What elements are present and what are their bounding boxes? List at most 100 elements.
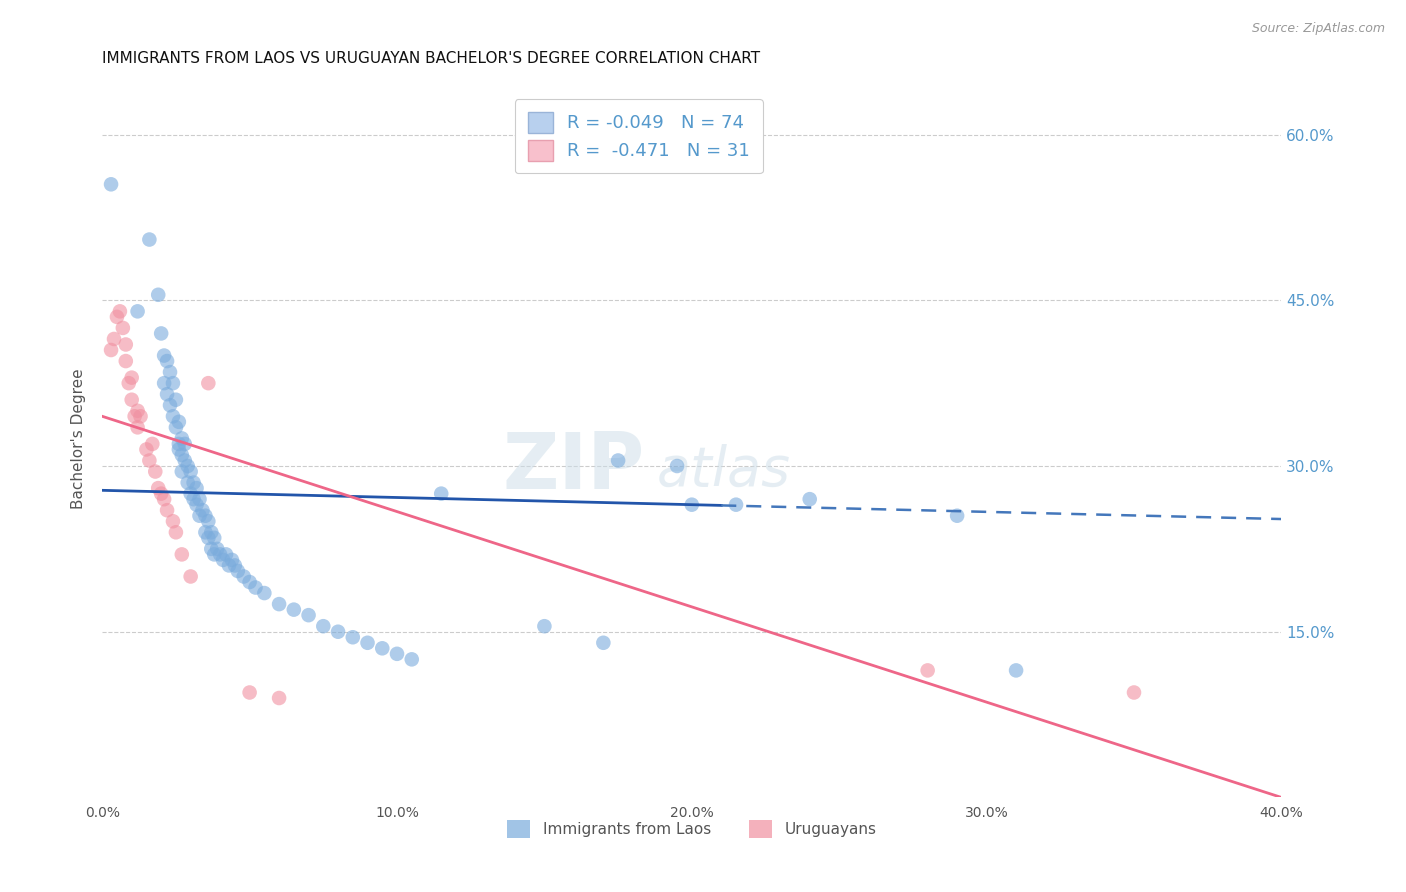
Point [167,437,190,451]
Point [194,508,217,523]
Point [148,481,170,495]
Point [188,508,211,523]
Point [226,564,249,578]
Point [215,548,238,562]
Point [356,636,378,650]
Point [253,586,276,600]
Point [165,420,187,434]
Point [177,458,200,473]
Point [205,541,228,556]
Point [186,498,208,512]
Point [666,458,689,473]
Point [150,326,173,341]
Point [224,558,246,573]
Point [297,608,319,623]
Point [129,409,152,424]
Point [592,636,614,650]
Point [170,548,193,562]
Point [170,448,193,462]
Point [946,508,969,523]
Point [283,602,305,616]
Text: IMMIGRANTS FROM LAOS VS URUGUAYAN BACHELOR'S DEGREE CORRELATION CHART: IMMIGRANTS FROM LAOS VS URUGUAYAN BACHEL… [103,51,761,66]
Point [197,531,219,545]
Point [138,453,160,467]
Point [239,574,262,589]
Point [162,409,184,424]
Point [153,492,176,507]
Point [156,387,179,401]
Point [167,442,190,457]
Point [162,376,184,391]
Point [326,624,349,639]
Point [239,685,262,699]
Point [177,475,200,490]
Point [114,337,136,351]
Point [533,619,555,633]
Point [111,321,134,335]
Point [197,514,219,528]
Point [267,597,290,611]
Point [188,492,211,507]
Point [170,465,193,479]
Point [127,420,149,434]
Point [108,304,131,318]
Point [141,437,163,451]
Point [159,398,181,412]
Point [156,503,179,517]
Point [191,503,214,517]
Point [165,525,187,540]
Point [121,392,143,407]
Point [385,647,408,661]
Point [121,370,143,384]
Point [724,498,747,512]
Y-axis label: Bachelor's Degree: Bachelor's Degree [72,368,86,508]
Point [312,619,335,633]
Point [118,376,141,391]
Point [342,630,364,644]
Point [186,481,208,495]
Point [183,475,205,490]
Point [156,354,179,368]
Point [371,641,394,656]
Point [267,691,290,706]
Point [153,376,176,391]
Legend: Immigrants from Laos, Uruguayans: Immigrants from Laos, Uruguayans [502,814,883,844]
Point [200,541,222,556]
Point [100,178,122,192]
Point [170,431,193,445]
Point [180,569,202,583]
Text: Source: ZipAtlas.com: Source: ZipAtlas.com [1251,22,1385,36]
Point [135,442,157,457]
Point [148,287,170,301]
Point [180,465,202,479]
Point [165,392,187,407]
Point [103,332,125,346]
Point [127,304,149,318]
Point [143,465,166,479]
Point [681,498,703,512]
Text: ZIP: ZIP [502,429,644,505]
Point [430,486,453,500]
Point [245,581,267,595]
Point [167,415,190,429]
Point [173,437,195,451]
Point [209,548,232,562]
Point [138,233,160,247]
Point [200,525,222,540]
Point [917,664,939,678]
Point [607,453,630,467]
Point [218,558,240,573]
Point [197,376,219,391]
Text: atlas: atlas [657,444,790,497]
Point [100,343,122,357]
Point [1005,664,1028,678]
Point [212,553,235,567]
Point [799,492,821,507]
Point [173,453,195,467]
Point [401,652,423,666]
Point [194,525,217,540]
Point [150,486,173,500]
Point [124,409,146,424]
Point [159,365,181,379]
Point [153,349,176,363]
